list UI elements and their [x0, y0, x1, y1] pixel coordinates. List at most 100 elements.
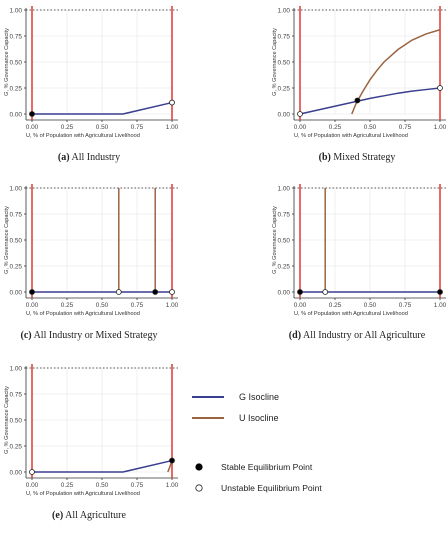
x-tick-label: 0.75 — [399, 124, 412, 131]
y-tick-label: 1.00 — [10, 185, 23, 192]
panel-caption-text: All Industry or Mixed Strategy — [32, 330, 158, 341]
x-tick-label: 0.75 — [399, 302, 412, 309]
legend-stable-marker — [195, 463, 203, 471]
g-isocline-series — [299, 87, 441, 115]
unstable-equilibrium-point — [437, 85, 443, 91]
x-tick-label: 0.25 — [329, 302, 342, 309]
chart-panel-d: 0.00 0.25 0.50 0.75 1.00 0.00 0.25 0.50 0.75 1.00… — [272, 184, 447, 341]
y-tick-label: 0.00 — [10, 289, 23, 296]
unstable-equilibrium-point — [169, 99, 175, 106]
legend-g-isocline-label: G Isocline — [239, 392, 279, 402]
y-tick-label: 0.50 — [10, 59, 23, 66]
stable-equilibrium-point — [29, 289, 35, 295]
stable-equilibrium-point — [354, 97, 361, 104]
x-axis-label: U, % of Population with Agricultural Liv… — [26, 311, 140, 317]
x-tick-label: 0.25 — [61, 302, 74, 309]
x-tick-label: 0.50 — [96, 482, 109, 489]
panel-caption-letter: (a) — [58, 152, 70, 163]
stable-equilibrium-point — [297, 289, 303, 295]
x-tick-label: 1.00 — [434, 302, 447, 309]
x-tick-label: 1.00 — [166, 124, 179, 131]
y-tick-label: 0.75 — [10, 211, 23, 218]
panel-caption-text: All Industry or All Agriculture — [301, 330, 426, 341]
legend-stable-label: Stable Equilibrium Point — [221, 462, 313, 472]
legend-unstable-label: Unstable Equilibrium Point — [221, 483, 322, 493]
y-tick-label: 0.00 — [278, 111, 291, 118]
panel-caption-letter: (d) — [289, 330, 301, 341]
panel-caption-text: All Industry — [70, 152, 121, 163]
x-tick-label: 0.75 — [131, 482, 144, 489]
stable-equilibrium-point — [169, 457, 175, 464]
u-isocline-series — [351, 29, 441, 115]
y-tick-label: 0.00 — [278, 289, 291, 296]
g-isocline-series — [32, 101, 173, 115]
x-tick-label: 0.00 — [294, 124, 307, 131]
y-tick-label: 0.50 — [10, 237, 23, 244]
stable-equilibrium-point — [29, 111, 35, 117]
panel-caption-text: Mixed Strategy — [331, 152, 395, 163]
x-tick-label: 0.75 — [131, 124, 144, 131]
y-axis-label: G, % Governance Capacity — [4, 386, 10, 454]
x-tick-label: 0.50 — [96, 124, 109, 131]
y-tick-label: 0.50 — [278, 237, 291, 244]
legend: G Isocline U Isocline Stable Equilibrium P… — [192, 392, 322, 493]
unstable-equilibrium-point — [169, 289, 175, 295]
y-tick-label: 0.75 — [10, 391, 23, 398]
chart-panel-a: 0.00 0.25 0.50 0.75 1.00 0.00 0.25 0.50 0.75 1.00… — [4, 6, 179, 163]
x-tick-label: 0.50 — [96, 302, 109, 309]
x-tick-label: 0.25 — [61, 482, 74, 489]
y-tick-label: 0.25 — [278, 85, 291, 92]
g-isocline-series — [32, 459, 173, 473]
y-tick-label: 0.75 — [10, 33, 23, 40]
chart-panel-c: 0.00 0.25 0.50 0.75 1.00 0.00 0.25 0.50 0.75 1.00… — [4, 184, 179, 341]
x-tick-label: 0.00 — [26, 124, 39, 131]
panel-caption: (d) All Industry or All Agriculture — [289, 330, 426, 341]
y-tick-label: 0.00 — [10, 111, 23, 118]
panel-caption-letter: (c) — [21, 330, 32, 341]
y-tick-label: 1.00 — [278, 185, 291, 192]
panel-caption-text: All Agriculture — [63, 510, 126, 521]
legend-unstable-marker — [195, 484, 203, 492]
panel-caption-letter: (e) — [52, 510, 63, 521]
x-axis-label: U, % of Population with Agricultural Liv… — [294, 133, 408, 139]
x-axis-label: U, % of Population with Agricultural Liv… — [26, 133, 140, 139]
stable-equilibrium-point — [152, 289, 159, 295]
unstable-equilibrium-point — [29, 469, 35, 475]
stable-equilibrium-point — [437, 289, 443, 295]
y-axis-label: G, % Governance Capacity — [4, 206, 10, 274]
y-tick-label: 0.25 — [278, 263, 291, 270]
y-tick-label: 0.25 — [10, 263, 23, 270]
x-tick-label: 0.00 — [26, 302, 39, 309]
x-tick-label: 0.25 — [329, 124, 342, 131]
panel-caption: (a) All Industry — [58, 152, 120, 163]
x-axis-label: U, % of Population with Agricultural Liv… — [26, 491, 140, 497]
y-tick-label: 0.00 — [10, 469, 23, 476]
y-tick-label: 0.75 — [278, 33, 291, 40]
unstable-equilibrium-point — [322, 289, 329, 295]
x-tick-label: 0.50 — [364, 302, 377, 309]
unstable-equilibrium-point — [115, 289, 122, 295]
x-tick-label: 0.00 — [26, 482, 39, 489]
legend-u-isocline-label: U Isocline — [239, 413, 279, 423]
y-axis-label: G, % Governance Capacity — [272, 28, 278, 96]
panel-caption: (e) All Agriculture — [52, 510, 126, 521]
y-tick-label: 1.00 — [278, 7, 291, 14]
x-tick-label: 0.25 — [61, 124, 74, 131]
panel-caption-letter: (b) — [319, 152, 331, 163]
x-tick-label: 1.00 — [166, 302, 179, 309]
panel-caption: (c) All Industry or Mixed Strategy — [21, 330, 158, 341]
panel-caption: (b) Mixed Strategy — [319, 152, 396, 163]
x-tick-label: 1.00 — [166, 482, 179, 489]
y-axis-label: G, % Governance Capacity — [272, 206, 278, 274]
y-tick-label: 0.25 — [10, 443, 23, 450]
y-tick-label: 1.00 — [10, 7, 23, 14]
y-axis-label: G, % Governance Capacity — [4, 28, 10, 96]
x-tick-label: 1.00 — [434, 124, 447, 131]
x-tick-label: 0.50 — [364, 124, 377, 131]
y-tick-label: 0.50 — [10, 417, 23, 424]
chart-panel-b: 0.00 0.25 0.50 0.75 1.00 0.00 0.25 0.50 0.75 1.00… — [272, 6, 447, 163]
chart-panel-e: 0.00 0.25 0.50 0.75 1.00 0.00 0.25 0.50 0.75 1.00… — [4, 364, 179, 521]
x-tick-label: 0.00 — [294, 302, 307, 309]
y-tick-label: 0.25 — [10, 85, 23, 92]
y-tick-label: 0.50 — [278, 59, 291, 66]
